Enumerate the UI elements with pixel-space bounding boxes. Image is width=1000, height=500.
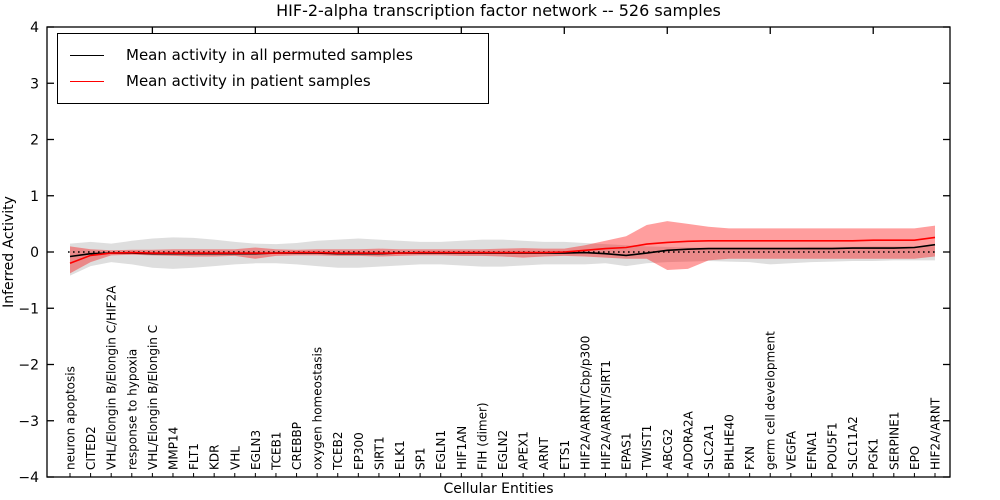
svg-text:VHL: VHL bbox=[228, 446, 242, 470]
svg-text:PGK1: PGK1 bbox=[867, 438, 881, 470]
svg-text:ADORA2A: ADORA2A bbox=[681, 410, 695, 470]
svg-text:VEGFA: VEGFA bbox=[784, 430, 798, 470]
svg-text:VHL/Elongin B/Elongin C/HIF2A: VHL/Elongin B/Elongin C/HIF2A bbox=[105, 285, 119, 470]
legend-item: Mean activity in patient samples bbox=[70, 68, 478, 94]
y-ticks bbox=[47, 26, 950, 478]
svg-text:oxygen homeostasis: oxygen homeostasis bbox=[311, 347, 325, 470]
svg-text:FXN: FXN bbox=[743, 446, 757, 470]
svg-text:SERPINE1: SERPINE1 bbox=[887, 411, 901, 470]
svg-text:EPO: EPO bbox=[908, 446, 922, 470]
svg-text:CREBBP: CREBBP bbox=[290, 422, 304, 470]
svg-text:SP1: SP1 bbox=[414, 448, 428, 471]
legend-item-label: Mean activity in all permuted samples bbox=[126, 46, 413, 64]
svg-text:EFNA1: EFNA1 bbox=[805, 431, 819, 470]
y-tick-labels: −4 −3 −2 −1 0 1 2 3 4 bbox=[18, 20, 39, 486]
svg-text:SIRT1: SIRT1 bbox=[372, 436, 386, 470]
svg-text:ARNT: ARNT bbox=[537, 436, 551, 470]
svg-text:EGLN2: EGLN2 bbox=[496, 430, 510, 470]
svg-text:2: 2 bbox=[30, 133, 39, 149]
x-ticks bbox=[69, 27, 936, 477]
svg-text:neuron apoptosis: neuron apoptosis bbox=[64, 366, 78, 470]
legend: Mean activity in all permuted samples Me… bbox=[57, 33, 489, 104]
svg-text:ETS1: ETS1 bbox=[558, 440, 572, 470]
svg-text:FIH (dimer): FIH (dimer) bbox=[475, 402, 489, 470]
permuted-confidence-band bbox=[70, 237, 935, 276]
svg-text:HIF2A/ARNT/Cbp/p300: HIF2A/ARNT/Cbp/p300 bbox=[578, 336, 592, 470]
svg-text:EGLN1: EGLN1 bbox=[434, 430, 448, 470]
svg-text:0: 0 bbox=[30, 245, 39, 261]
svg-text:4: 4 bbox=[30, 20, 39, 36]
svg-text:APEX1: APEX1 bbox=[517, 431, 531, 470]
svg-text:HIF2A/ARNT: HIF2A/ARNT bbox=[929, 397, 943, 470]
x-axis-label: Cellular Entities bbox=[443, 481, 554, 497]
svg-text:EP300: EP300 bbox=[352, 432, 366, 470]
svg-text:TWIST1: TWIST1 bbox=[640, 425, 654, 471]
svg-text:HIF2A/ARNT/SIRT1: HIF2A/ARNT/SIRT1 bbox=[599, 360, 613, 470]
svg-text:POU5F1: POU5F1 bbox=[826, 422, 840, 470]
svg-text:1: 1 bbox=[30, 189, 39, 205]
svg-text:KDR: KDR bbox=[208, 445, 222, 470]
svg-text:FLT1: FLT1 bbox=[187, 443, 201, 470]
legend-item: Mean activity in all permuted samples bbox=[70, 42, 478, 68]
svg-text:MMP14: MMP14 bbox=[166, 427, 180, 470]
svg-text:ELK1: ELK1 bbox=[393, 440, 407, 470]
svg-text:SLC11A2: SLC11A2 bbox=[846, 416, 860, 470]
svg-text:germ cell development: germ cell development bbox=[764, 331, 778, 470]
svg-text:response to hypoxia: response to hypoxia bbox=[125, 349, 139, 470]
patient-line-swatch bbox=[70, 80, 104, 82]
patient-confidence-band bbox=[70, 221, 935, 274]
svg-text:−2: −2 bbox=[18, 358, 39, 374]
y-axis-label: Inferred Activity bbox=[1, 196, 17, 308]
svg-text:SLC2A1: SLC2A1 bbox=[702, 424, 716, 470]
legend-item-label: Mean activity in patient samples bbox=[126, 72, 371, 90]
svg-text:TCEB2: TCEB2 bbox=[331, 432, 345, 471]
svg-text:HIF1AN: HIF1AN bbox=[455, 426, 469, 470]
svg-text:−4: −4 bbox=[18, 470, 39, 486]
chart-title: HIF-2-alpha transcription factor network… bbox=[276, 1, 721, 20]
svg-text:EPAS1: EPAS1 bbox=[620, 432, 634, 470]
svg-text:−3: −3 bbox=[18, 414, 39, 430]
svg-text:VHL/Elongin B/Elongin C: VHL/Elongin B/Elongin C bbox=[146, 325, 160, 470]
svg-text:ABCG2: ABCG2 bbox=[661, 428, 675, 470]
svg-text:EGLN3: EGLN3 bbox=[249, 430, 263, 470]
permuted-line-swatch bbox=[70, 54, 104, 56]
patient-mean-line bbox=[69, 236, 936, 265]
svg-text:−1: −1 bbox=[18, 301, 39, 317]
svg-text:TCEB1: TCEB1 bbox=[269, 432, 283, 471]
svg-text:3: 3 bbox=[30, 76, 39, 92]
category-labels: neuron apoptosis CITED2 VHL/Elongin B/Elon… bbox=[64, 285, 943, 471]
svg-text:BHLHE40: BHLHE40 bbox=[723, 414, 737, 470]
svg-text:CITED2: CITED2 bbox=[84, 426, 98, 470]
